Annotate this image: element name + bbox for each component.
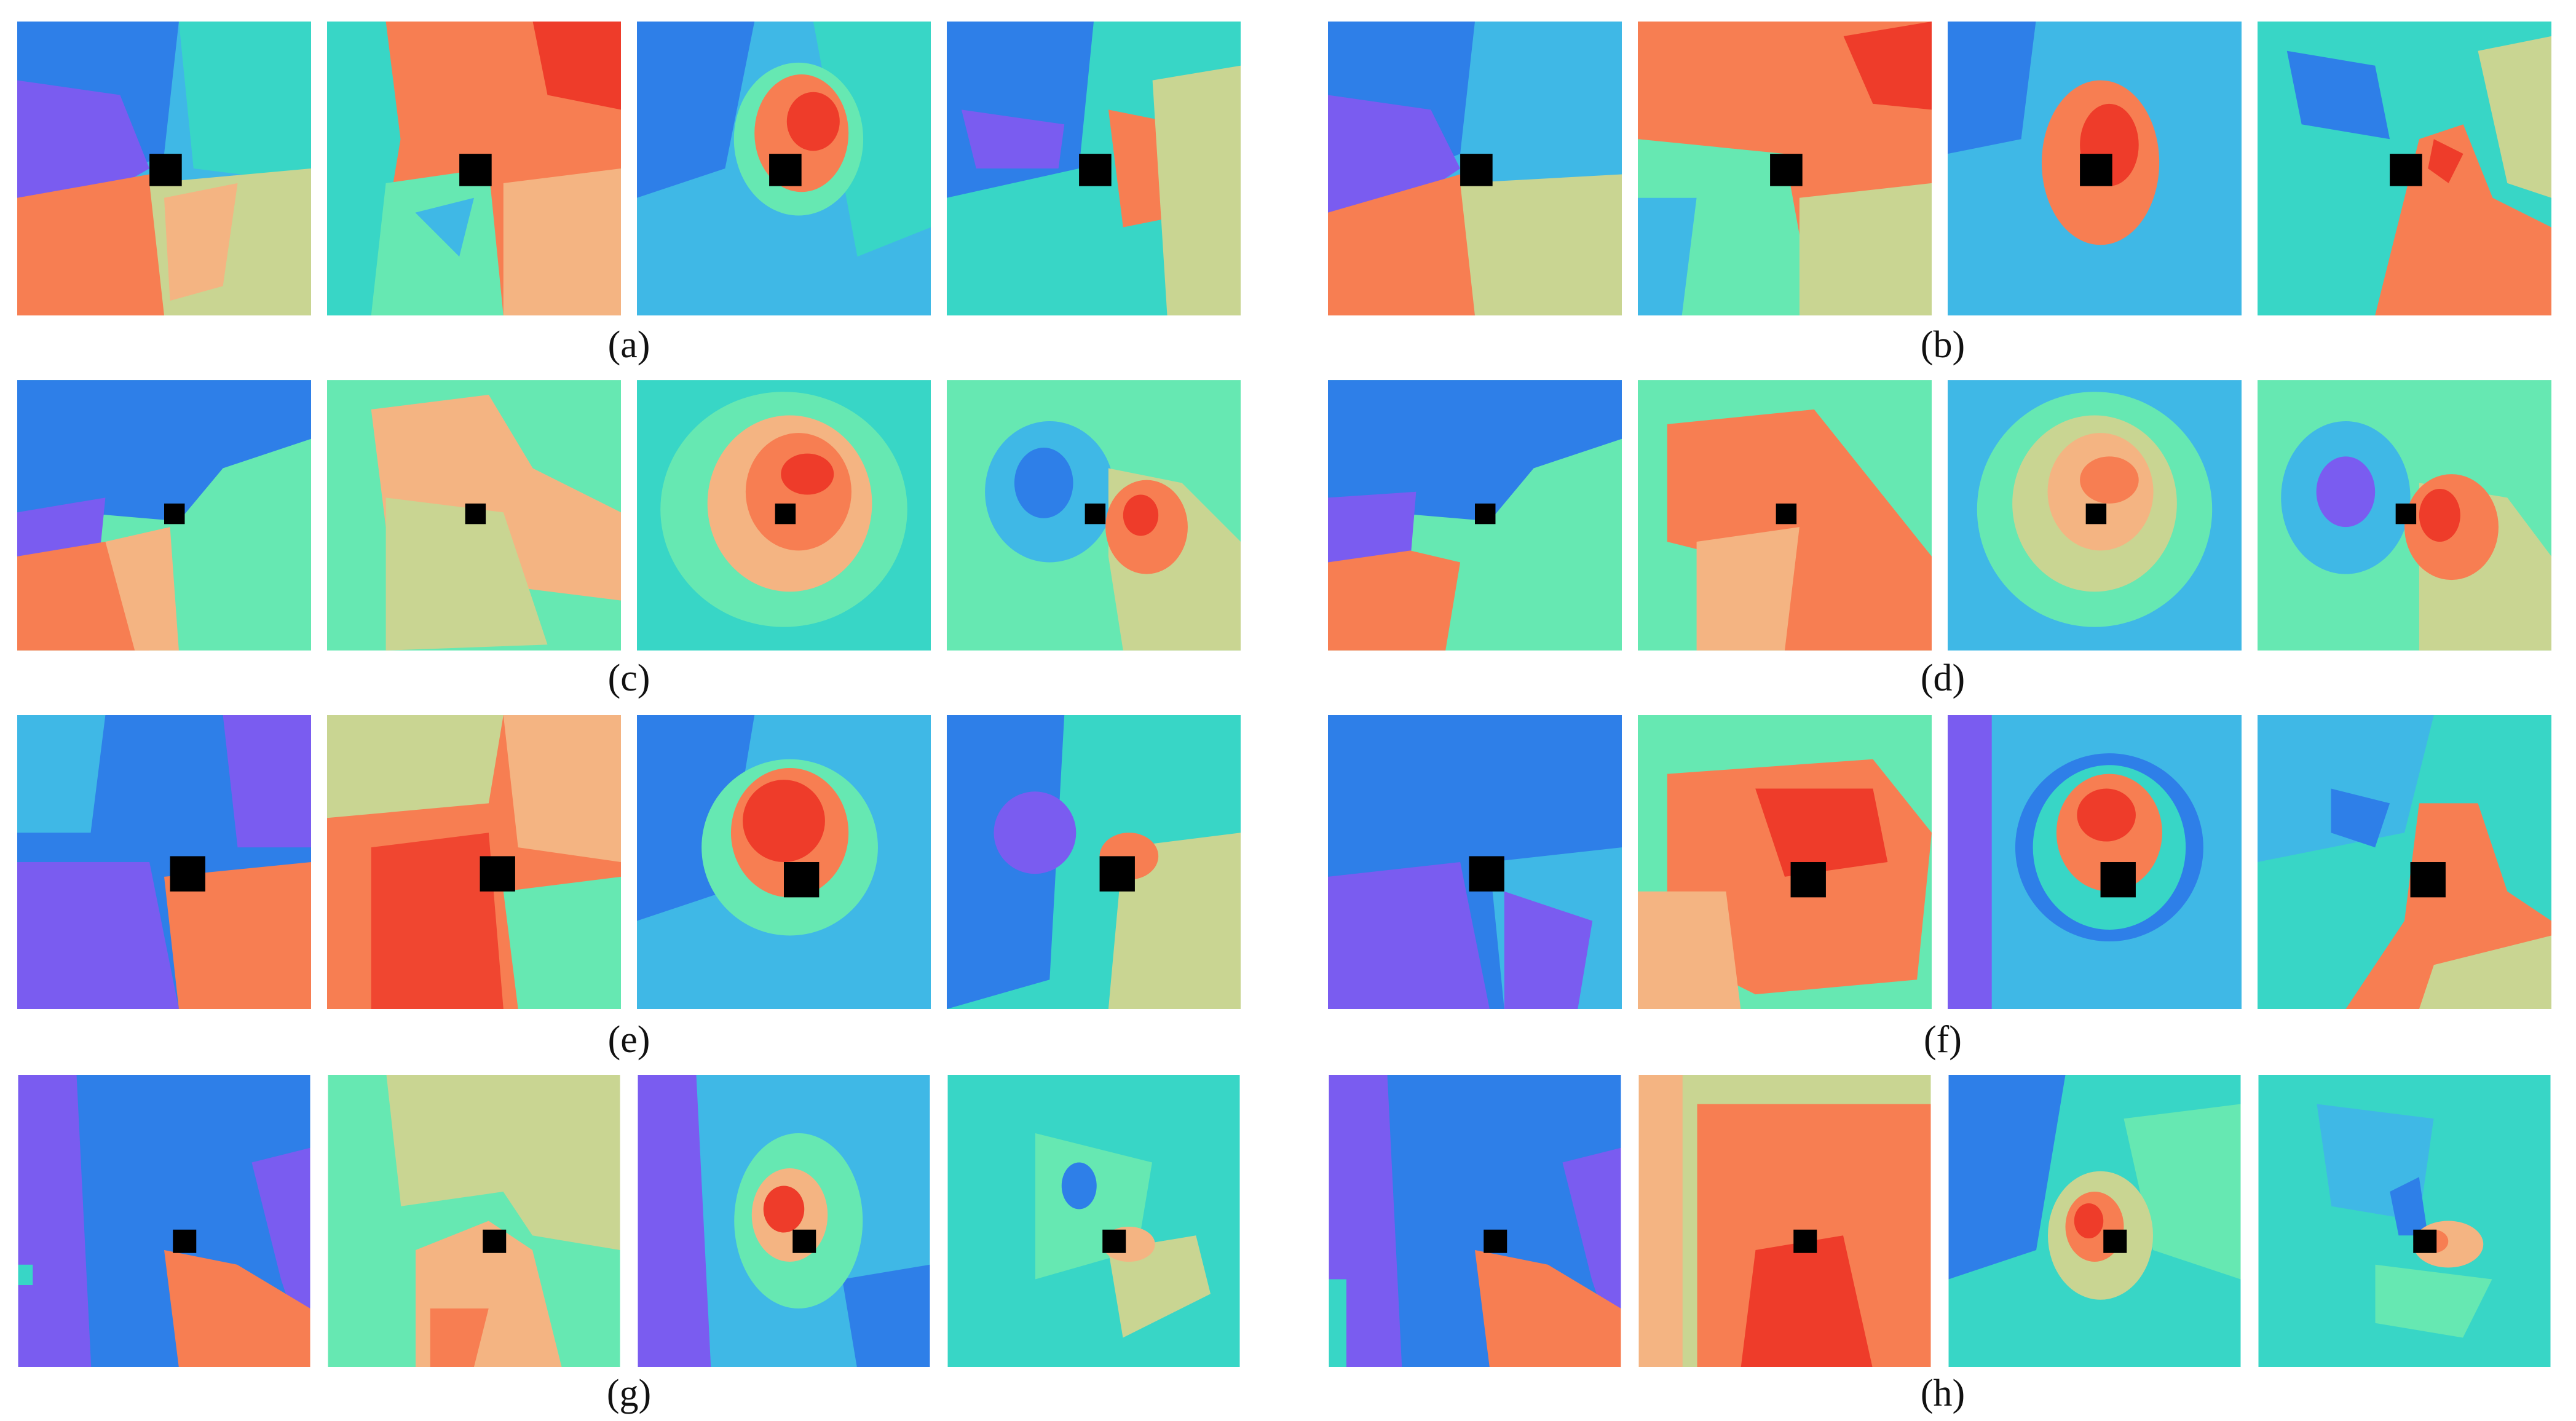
tile-d-2 [1638, 380, 1932, 651]
tile-e-1 [17, 715, 311, 1009]
tile-e-4 [947, 715, 1241, 1009]
tile-f-3 [1948, 715, 2242, 1009]
tile-b-1 [1328, 22, 1622, 315]
tile-b-2 [1638, 22, 1932, 315]
tile-f-4 [2258, 715, 2551, 1009]
tile-c-1 [17, 380, 311, 651]
tile-b-4 [2258, 22, 2551, 315]
tile-a-4 [947, 22, 1241, 315]
caption-c: (c) [607, 657, 650, 699]
caption-a: (a) [607, 324, 650, 366]
tile-a-1 [17, 22, 311, 315]
tile-g-1 [17, 1075, 311, 1367]
tile-a-3 [637, 22, 931, 315]
tile-h-3 [1948, 1075, 2242, 1367]
tile-g-2 [327, 1075, 621, 1367]
caption-f: (f) [1924, 1019, 1962, 1061]
tile-c-4 [947, 380, 1241, 651]
tile-d-3 [1948, 380, 2242, 651]
caption-b: (b) [1920, 324, 1966, 366]
tile-e-2 [327, 715, 621, 1009]
caption-g: (g) [606, 1372, 652, 1414]
tile-g-4 [947, 1075, 1241, 1367]
tile-a-2 [327, 22, 621, 315]
tile-h-2 [1638, 1075, 1932, 1367]
tile-d-1 [1328, 380, 1622, 651]
tile-f-2 [1638, 715, 1932, 1009]
caption-e: (e) [607, 1019, 650, 1061]
tile-h-1 [1328, 1075, 1622, 1367]
tile-c-2 [327, 380, 621, 651]
tile-h-4 [2258, 1075, 2551, 1367]
tile-c-3 [637, 380, 931, 651]
tile-b-3 [1948, 22, 2242, 315]
tile-g-3 [637, 1075, 931, 1367]
caption-d: (d) [1920, 657, 1966, 699]
tile-d-4 [2258, 380, 2551, 651]
tile-f-1 [1328, 715, 1622, 1009]
tile-e-3 [637, 715, 931, 1009]
caption-h: (h) [1920, 1372, 1966, 1414]
